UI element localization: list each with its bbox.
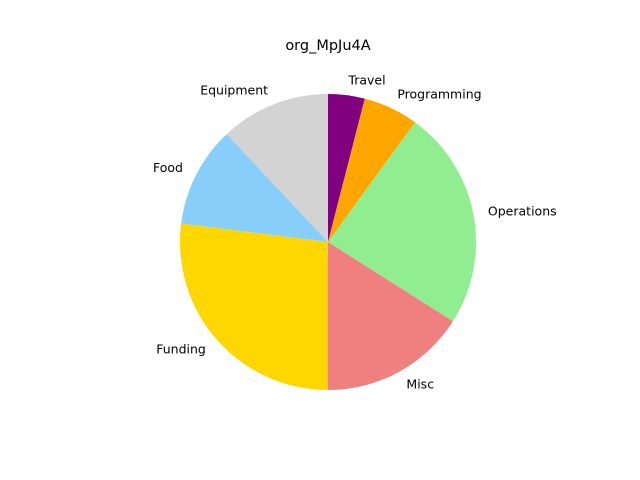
pie-slice-operations xyxy=(328,122,477,322)
pie-slice-equipment xyxy=(226,94,328,242)
slice-label-programming: Programming xyxy=(397,87,481,102)
slice-label-travel: Travel xyxy=(347,72,385,87)
slice-label-misc: Misc xyxy=(406,377,434,392)
pie-slice-misc xyxy=(328,242,453,390)
chart-title: org_MpJu4A xyxy=(285,38,370,54)
slice-label-equipment: Equipment xyxy=(200,83,268,98)
pie-slice-food xyxy=(181,134,328,242)
pie-slice-travel xyxy=(328,94,365,242)
pie-slice-programming xyxy=(328,98,415,242)
slice-label-funding: Funding xyxy=(156,342,206,357)
slice-label-food: Food xyxy=(153,160,183,175)
pie-slice-funding xyxy=(179,223,328,390)
pie-slices xyxy=(179,94,477,390)
slice-label-operations: Operations xyxy=(488,203,557,218)
pie-labels: Travel Programming Operations Misc Funding Fo… xyxy=(153,72,557,391)
